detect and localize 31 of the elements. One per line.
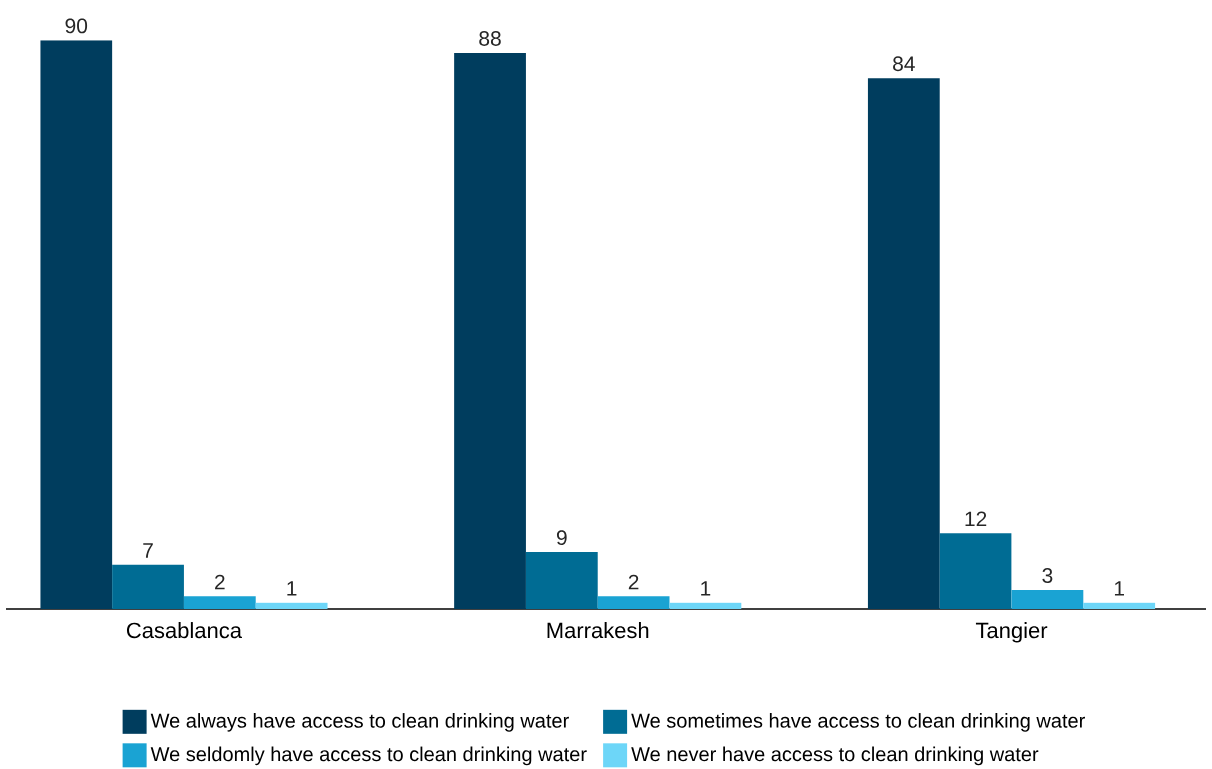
- x-tick-label: Marrakesh: [547, 622, 649, 639]
- legend-label: We never have access to clean drinking water: [631, 746, 1039, 766]
- bar: [525, 552, 598, 609]
- data-label: 12: [965, 511, 987, 527]
- bar: [597, 596, 670, 609]
- data-label: 1: [1114, 581, 1124, 596]
- data-label: 2: [628, 574, 639, 590]
- data-label: 88: [479, 31, 501, 46]
- bar: [454, 52, 526, 609]
- bar: [40, 40, 113, 609]
- bar: [669, 602, 742, 609]
- legend-label: We sometimes have access to clean drinking water: [631, 713, 1085, 732]
- data-label: 3: [1042, 568, 1053, 583]
- bar: [255, 602, 328, 609]
- data-label: 1: [287, 581, 297, 596]
- bar: [867, 78, 940, 609]
- data-label: 84: [893, 56, 915, 72]
- bar: [112, 564, 184, 609]
- legend-label: We always have access to clean drinking water: [150, 713, 569, 732]
- legend-label: We seldomly have access to clean drinking water: [150, 746, 587, 766]
- bar: [1083, 602, 1156, 609]
- data-label: 9: [556, 530, 567, 546]
- data-label: 90: [65, 18, 88, 34]
- bar: [1011, 590, 1084, 609]
- data-label: 7: [143, 543, 153, 558]
- bar: [939, 533, 1012, 609]
- x-tick-label: Casablanca: [126, 622, 242, 639]
- data-label: 1: [701, 581, 711, 596]
- bar: [183, 596, 256, 609]
- x-tick-label: Tangier: [975, 622, 1048, 643]
- data-label: 2: [215, 574, 225, 590]
